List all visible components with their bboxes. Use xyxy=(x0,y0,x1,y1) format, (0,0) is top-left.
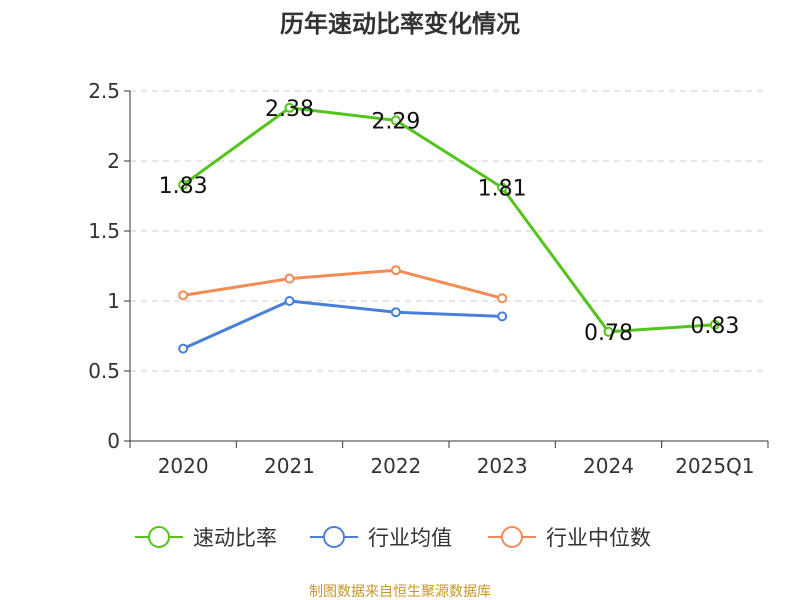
legend-marker-icon xyxy=(501,526,523,548)
data-label: 2.29 xyxy=(371,109,420,134)
data-point[interactable] xyxy=(390,115,401,126)
legend-item[interactable]: 速动比率 xyxy=(135,526,277,550)
data-point[interactable] xyxy=(284,296,295,306)
data-point[interactable] xyxy=(284,102,295,113)
y-tick-label: 2.5 xyxy=(88,79,120,103)
data-point[interactable] xyxy=(497,311,508,322)
y-tick-label: 0 xyxy=(107,429,120,453)
legend-marker-icon xyxy=(148,526,170,548)
series-group xyxy=(178,102,720,354)
data-labels: 1.83 2.38 2.29 1.81 0.78 0.83 xyxy=(159,97,740,346)
data-point[interactable] xyxy=(178,290,189,301)
data-point[interactable] xyxy=(390,265,401,276)
data-point[interactable] xyxy=(284,273,295,284)
y-tick-label: 2 xyxy=(107,149,120,173)
data-label: 0.78 xyxy=(584,321,633,346)
series-line xyxy=(181,106,717,334)
axes: 0 0.5 1 1.5 2 2.5 2020 2021 2022 2023 2024 2025Q1 xyxy=(88,79,769,478)
legend-label: 行业中位数 xyxy=(546,526,651,550)
data-label: 0.83 xyxy=(690,314,739,339)
data-label: 1.81 xyxy=(478,177,527,202)
x-tick-label: 2021 xyxy=(264,454,315,478)
x-tick-label: 2022 xyxy=(370,454,421,478)
data-label: 1.83 xyxy=(159,174,208,199)
data-point[interactable] xyxy=(178,179,189,190)
y-tick-label: 1 xyxy=(107,289,120,313)
data-label: 2.38 xyxy=(265,97,314,122)
source-note: 制图数据来自恒生聚源数据库 xyxy=(309,584,491,600)
data-point[interactable] xyxy=(709,319,720,330)
x-tick-label: 2025Q1 xyxy=(675,454,754,478)
data-point[interactable] xyxy=(497,182,508,193)
y-tick-label: 1.5 xyxy=(88,219,120,243)
legend-label: 行业均值 xyxy=(368,526,452,550)
legend-label: 速动比率 xyxy=(193,526,277,550)
legend[interactable]: 速动比率 行业均值 行业中位数 xyxy=(135,526,651,550)
data-point[interactable] xyxy=(603,326,614,337)
chart-title: 历年速动比率变化情况 xyxy=(280,10,520,38)
legend-item[interactable]: 行业均值 xyxy=(310,526,452,550)
legend-marker-icon xyxy=(323,526,345,548)
series-line xyxy=(181,299,504,351)
data-point[interactable] xyxy=(390,307,401,318)
gridlines xyxy=(130,90,768,372)
series-line xyxy=(181,268,504,300)
data-point[interactable] xyxy=(497,293,508,304)
x-tick-label: 2020 xyxy=(158,454,209,478)
x-tick-label: 2024 xyxy=(583,454,634,478)
y-tick-label: 0.5 xyxy=(88,359,120,383)
legend-item[interactable]: 行业中位数 xyxy=(488,526,651,550)
x-tick-label: 2023 xyxy=(477,454,528,478)
data-point[interactable] xyxy=(178,343,189,354)
